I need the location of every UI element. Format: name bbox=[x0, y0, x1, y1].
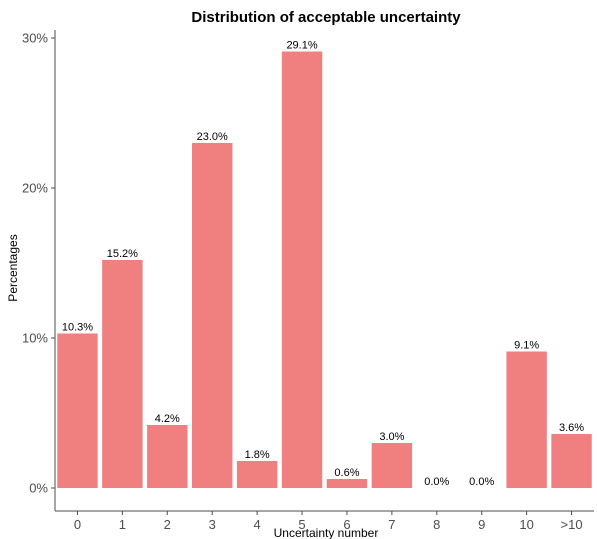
bar bbox=[147, 425, 188, 488]
y-tick-label: 20% bbox=[22, 181, 48, 196]
x-tick-label: 8 bbox=[433, 517, 440, 532]
bar bbox=[551, 434, 592, 488]
bar bbox=[506, 351, 547, 488]
bar-value-label: 4.2% bbox=[155, 413, 180, 425]
chart-title: Distribution of acceptable uncertainty bbox=[191, 9, 461, 26]
x-tick-label: 1 bbox=[119, 517, 126, 532]
x-tick-label: 7 bbox=[388, 517, 395, 532]
y-tick-label: 30% bbox=[22, 31, 48, 46]
bar bbox=[281, 51, 323, 488]
x-tick-label: 9 bbox=[478, 517, 485, 532]
x-tick-label: 5 bbox=[298, 517, 305, 532]
bar-value-label: 3.0% bbox=[379, 431, 404, 443]
bar-value-label: 9.1% bbox=[514, 340, 539, 352]
bar-value-label: 0.0% bbox=[469, 476, 494, 488]
y-tick-label: 10% bbox=[22, 331, 48, 346]
bar-value-label: 23.0% bbox=[197, 131, 228, 143]
bar bbox=[236, 461, 278, 488]
bar bbox=[371, 443, 413, 488]
x-tick-label: 6 bbox=[343, 517, 350, 532]
bar bbox=[191, 143, 233, 488]
bar-value-label: 0.0% bbox=[424, 476, 449, 488]
bar-value-label: 0.6% bbox=[334, 467, 359, 479]
bar-value-label: 10.3% bbox=[62, 322, 93, 334]
x-tick-label: 10 bbox=[519, 517, 533, 532]
bar-value-label: 1.8% bbox=[245, 449, 270, 461]
bar-value-label: 15.2% bbox=[107, 248, 138, 260]
bar-value-label: 3.6% bbox=[559, 422, 584, 434]
x-tick-label: 4 bbox=[254, 517, 261, 532]
y-tick-label: 0% bbox=[29, 481, 48, 496]
x-tick-label: 3 bbox=[209, 517, 216, 532]
bar bbox=[102, 260, 143, 488]
x-tick-label: >10 bbox=[561, 517, 583, 532]
bar bbox=[57, 333, 98, 488]
x-tick-label: 2 bbox=[164, 517, 171, 532]
y-axis-label: Percentages bbox=[6, 234, 20, 301]
x-axis-label: Uncertainty number bbox=[274, 526, 379, 539]
bar-value-label: 29.1% bbox=[286, 40, 317, 52]
x-tick-label: 0 bbox=[74, 517, 81, 532]
plot-area: 0% 10% 20% 30% 10.3% 0 15.2% 1 4.2% 2 23.0% 3 1.8% 4 2… bbox=[22, 30, 594, 532]
bar bbox=[326, 479, 368, 488]
